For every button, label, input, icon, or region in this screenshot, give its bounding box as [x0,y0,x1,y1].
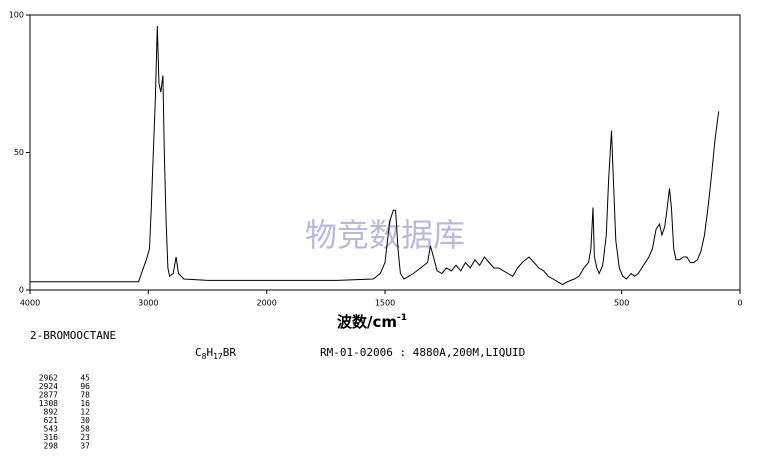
peak-wavenumber: 2877 [39,391,58,400]
spectrum-line [30,25,720,286]
x-tick-label: 1500 [375,299,395,308]
peak-wavenumber: 543 [44,425,59,434]
peak-wavenumber: 1308 [39,399,58,408]
peak-wavenumber: 2924 [39,382,58,391]
formula-sub: 17 [213,352,223,361]
peak-wavenumber: 892 [44,408,59,417]
x-label-text: 波数/cm [337,313,397,331]
peak-intensity: 37 [80,442,90,451]
peak-intensity: 45 [80,374,90,383]
x-label-sup: -1 [397,313,407,323]
watermark: 物竞数据库 [305,216,465,254]
formula-part: H [206,346,213,359]
x-tick-label: 500 [614,299,629,308]
peak-intensity: 16 [80,399,90,408]
peak-intensity: 96 [80,382,90,391]
y-tick-label: 0 [19,286,24,295]
peak-wavenumber: 621 [44,416,59,425]
x-axis-label: 波数/cm-1 [337,313,407,331]
formula-part: C [195,346,202,359]
x-tick-label: 3000 [138,299,158,308]
peak-wavenumber: 2962 [39,374,58,383]
x-tick-label: 2000 [256,299,276,308]
y-tick-label: 50 [14,148,24,157]
peak-intensity: 23 [80,433,90,442]
peak-wavenumber: 316 [44,433,59,442]
formula-sub: 8 [202,352,207,361]
peak-intensity: 58 [80,425,90,434]
peak-intensity: 30 [80,416,90,425]
x-tick-label: 0 [737,299,742,308]
compound-name: 2-BROMOOCTANE [30,329,116,342]
formula-part: BR [223,346,237,359]
peak-intensity: 12 [80,408,90,417]
x-tick-label: 4000 [20,299,40,308]
y-tick-label: 100 [9,11,24,20]
formula: C8H17BR [195,346,236,361]
peak-wavenumber: 298 [44,442,59,451]
peak-intensity: 78 [80,391,90,400]
sample-info: RM-01-02006 : 4880A,200M,LIQUID [320,346,525,359]
